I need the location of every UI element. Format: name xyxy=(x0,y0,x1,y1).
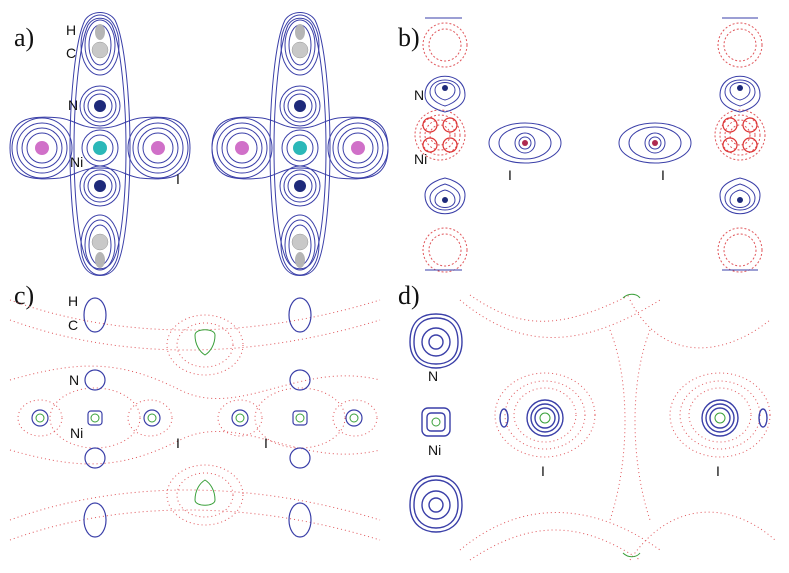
panel-c: c) xyxy=(9,281,381,541)
label-i: I xyxy=(176,171,180,187)
panel-b-atom-centers xyxy=(442,85,743,203)
label-n: N xyxy=(68,97,78,113)
atom-center-dot xyxy=(652,140,658,146)
panel-d-zero-contours xyxy=(431,293,726,558)
label-i: I xyxy=(716,463,720,479)
atom-center-dot xyxy=(737,85,743,91)
label-n: N xyxy=(69,372,79,388)
panel-c-positive-contours xyxy=(31,297,363,538)
panel-d-positive-contours xyxy=(409,313,768,533)
panel-a-molecule-left xyxy=(9,12,191,276)
atom-h-sphere xyxy=(95,252,105,268)
panel-d-label: d) xyxy=(398,281,420,310)
atom-i-sphere xyxy=(35,141,49,155)
label-i: I xyxy=(541,463,545,479)
atom-i-sphere xyxy=(351,141,365,155)
panel-b-label: b) xyxy=(398,23,420,52)
atom-center-dot xyxy=(737,197,743,203)
label-n: N xyxy=(414,87,424,103)
label-n: N xyxy=(428,368,438,384)
atom-n-sphere xyxy=(94,100,106,112)
panel-a-label: a) xyxy=(14,23,34,52)
atom-center-dot xyxy=(522,140,528,146)
atom-h-sphere xyxy=(95,24,105,40)
panel-b: b) xyxy=(398,17,766,273)
atom-n-sphere xyxy=(294,180,306,192)
atom-n-sphere xyxy=(94,180,106,192)
panel-b-ni-lobes xyxy=(422,117,758,153)
panel-d: d) xyxy=(398,281,776,561)
panel-a-atoms xyxy=(35,24,365,268)
atom-h-sphere xyxy=(295,252,305,268)
panel-a: a) xyxy=(9,12,389,276)
panel-d-negative-contours xyxy=(459,294,776,561)
atom-c-sphere xyxy=(91,233,109,251)
atom-i-sphere xyxy=(235,141,249,155)
label-h: H xyxy=(66,22,76,38)
label-ni: Ni xyxy=(70,425,83,441)
atom-ni-sphere xyxy=(293,141,307,155)
atom-c-sphere xyxy=(291,233,309,251)
label-i: I xyxy=(508,167,512,183)
atom-center-dot xyxy=(442,85,448,91)
label-ni: Ni xyxy=(70,154,83,170)
label-i: I xyxy=(264,435,268,451)
panel-b-negative-contours xyxy=(414,22,766,273)
label-ni: Ni xyxy=(428,442,441,458)
label-i: I xyxy=(176,435,180,451)
label-i: I xyxy=(661,167,665,183)
label-ni: Ni xyxy=(414,151,427,167)
atom-n-sphere xyxy=(294,100,306,112)
label-h: H xyxy=(68,293,78,309)
atom-h-sphere xyxy=(295,24,305,40)
atom-i-sphere xyxy=(151,141,165,155)
atom-c-sphere xyxy=(291,41,309,59)
panel-c-zero-contours xyxy=(35,329,359,506)
label-c: C xyxy=(66,45,76,61)
atom-c-sphere xyxy=(91,41,109,59)
atom-center-dot xyxy=(442,197,448,203)
panel-c-negative-contours xyxy=(9,299,381,541)
label-c: C xyxy=(68,317,78,333)
panel-b-positive-contours xyxy=(424,17,761,271)
atom-ni-sphere xyxy=(93,141,107,155)
panel-c-label: c) xyxy=(14,281,34,310)
